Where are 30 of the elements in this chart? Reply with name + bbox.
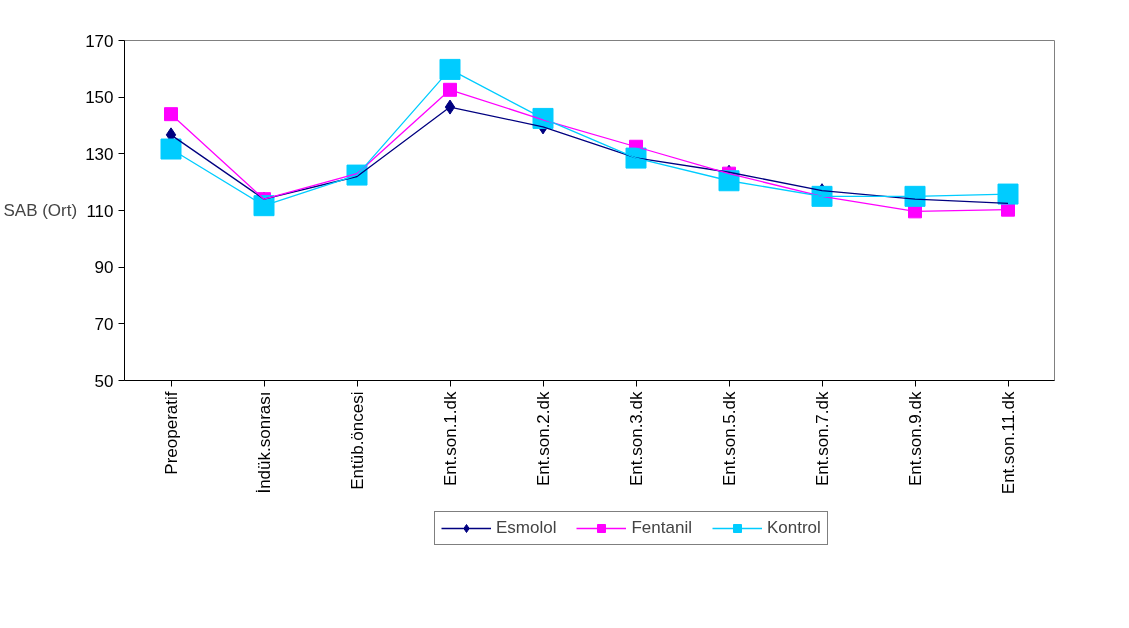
point — [997, 183, 1019, 205]
point — [904, 185, 926, 207]
x-tick-label: Ent.son.2.dk — [533, 391, 553, 486]
y-tick-label: 130 — [85, 144, 114, 164]
x-tick-label: Ent.son.11.dk — [998, 391, 1018, 495]
point — [444, 99, 456, 115]
point — [625, 147, 647, 169]
legend-label: Fentanil — [631, 518, 692, 538]
x-tick-label: Ent.son.5.dk — [719, 391, 739, 486]
y-tick-label: 150 — [85, 88, 114, 108]
point — [532, 107, 554, 129]
y-tick-label: 50 — [94, 371, 114, 391]
x-tick-label: Ent.son.1.dk — [440, 391, 460, 486]
point — [253, 195, 275, 217]
point — [164, 107, 178, 122]
y-tick-label: 110 — [86, 201, 114, 221]
x-tick-label: Ent.son.9.dk — [905, 391, 925, 486]
x-tick-label: Ent.son.7.dk — [812, 391, 832, 486]
legend-label: Kontrol — [766, 518, 821, 538]
y-tick-label: 90 — [94, 258, 114, 278]
legend-label: Esmolol — [496, 518, 557, 538]
x-tick-label: Entüb.öncesi — [347, 391, 367, 490]
point — [160, 138, 182, 160]
y-tick-label: 170 — [85, 31, 114, 51]
y-axis-title: SAB (Ort) — [3, 201, 78, 220]
point — [439, 58, 461, 80]
x-tick-label: Ent.son.3.dk — [626, 391, 646, 486]
x-tick-label: İndük.sonrası — [254, 391, 274, 494]
x-tick-label: Preoperatif — [161, 391, 181, 475]
y-tick-label: 70 — [94, 314, 114, 334]
